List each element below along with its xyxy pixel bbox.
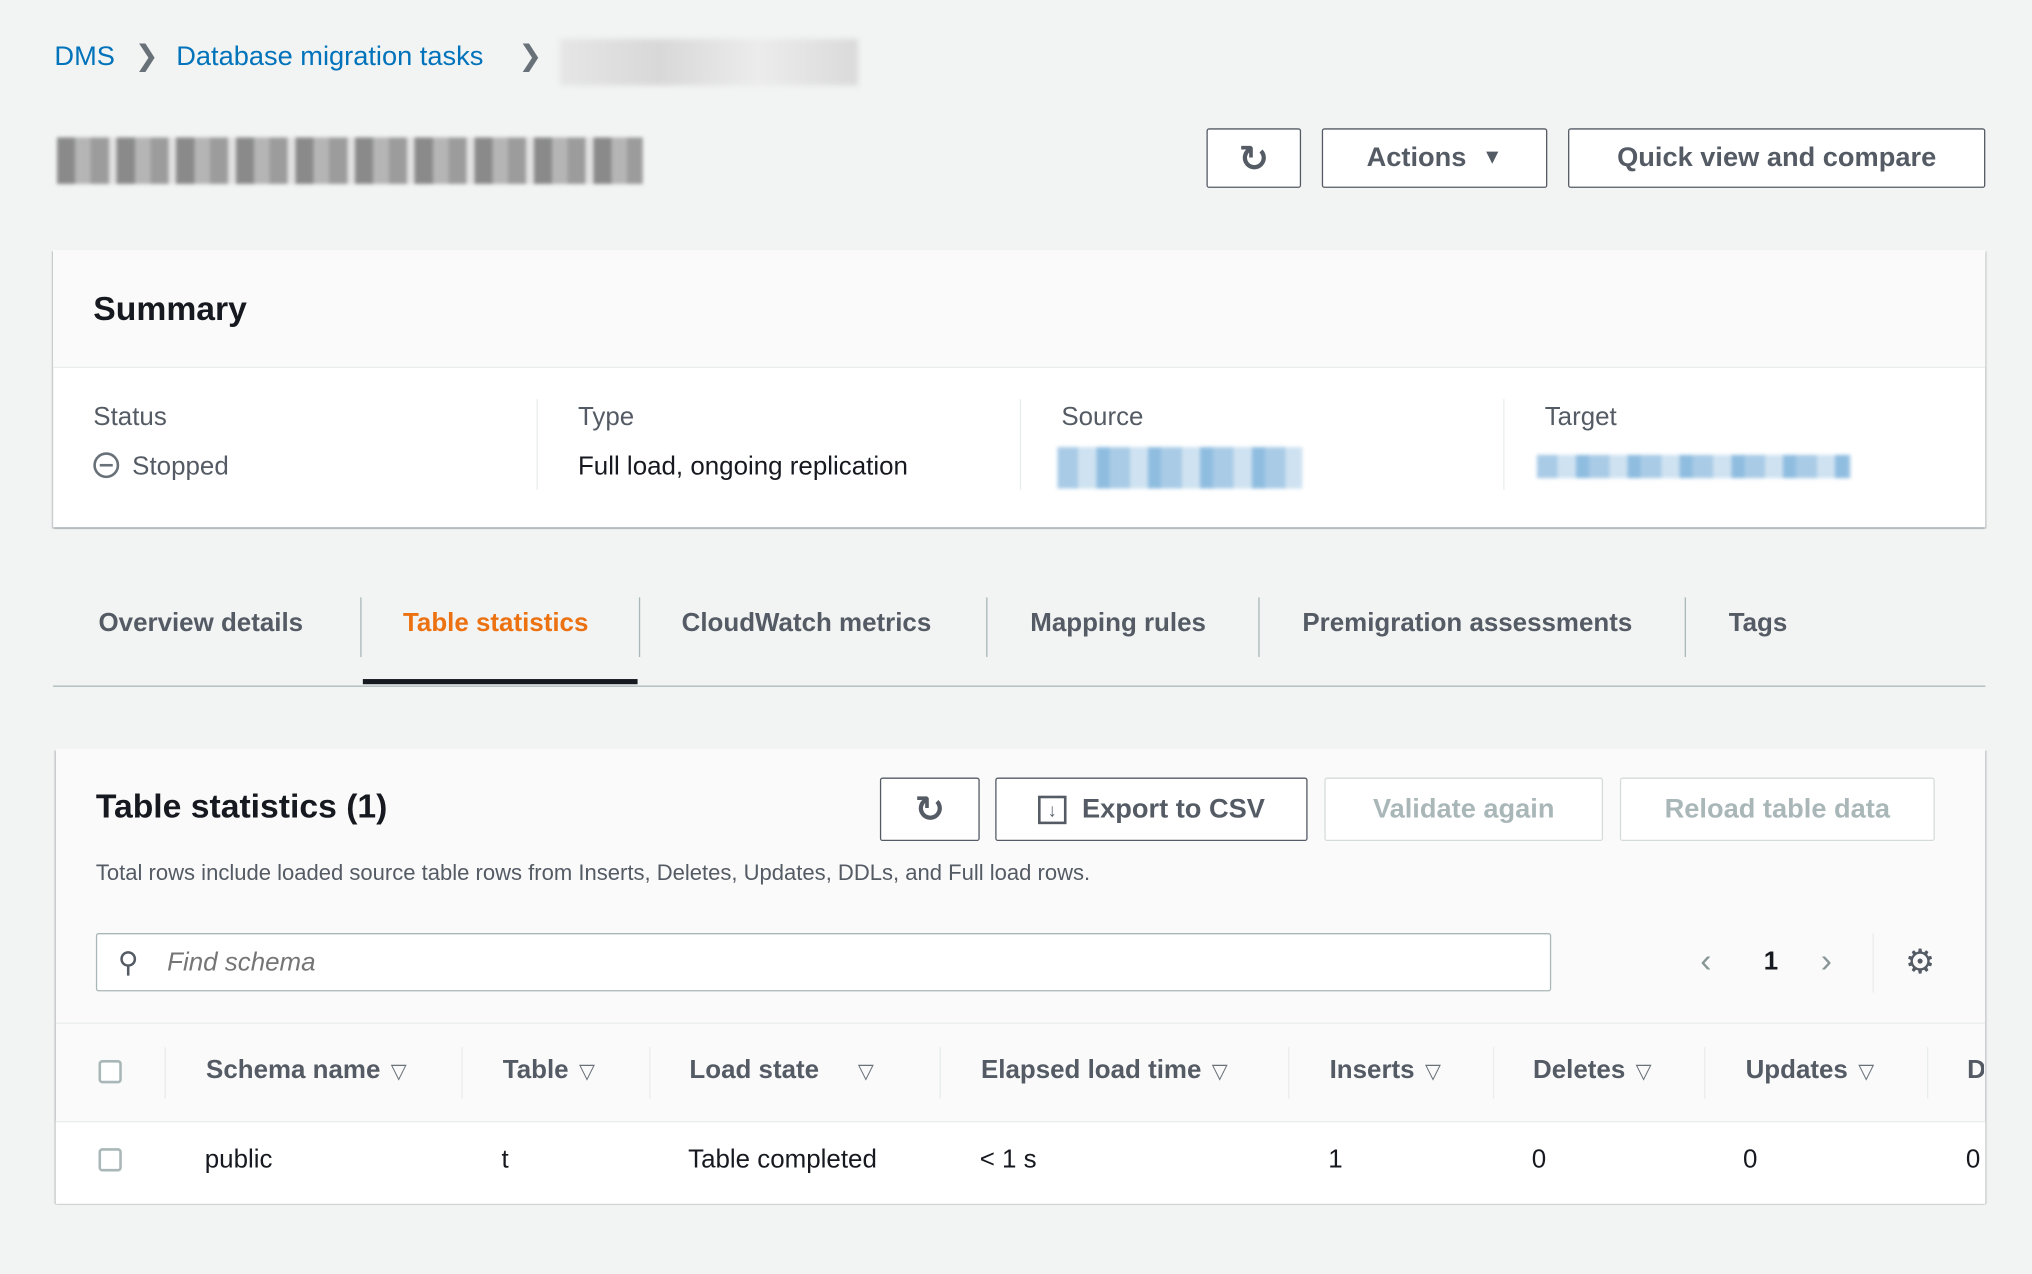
column-header-updates[interactable]: Updates ▽ (1746, 1056, 1875, 1086)
source-value-redacted[interactable] (1057, 447, 1303, 489)
table-description: Total rows include loaded source table r… (95, 860, 1091, 886)
cell-elapsed: < 1 s (979, 1145, 1037, 1175)
cell-updates: 0 (1742, 1145, 1758, 1175)
breadcrumb-current-redacted (559, 38, 858, 86)
table-statistics-title: Table statistics (1) (95, 786, 388, 826)
column-label: Elapsed load time (980, 1056, 1202, 1085)
column-header-deletes[interactable]: Deletes ▽ (1533, 1056, 1652, 1086)
cell-load-state: Table completed (688, 1145, 877, 1175)
find-schema-search[interactable]: ⚲ (95, 933, 1552, 992)
breadcrumb-dms[interactable]: DMS (54, 41, 115, 72)
status-label: Status (93, 403, 167, 432)
sort-icon: ▽ (390, 1061, 407, 1084)
cell-ddls: 0 (1965, 1145, 1981, 1175)
column-header-schema-name[interactable]: Schema name ▽ (206, 1056, 407, 1086)
type-value: Full load, ongoing replication (577, 452, 908, 481)
validate-again-button[interactable]: Validate again (1324, 777, 1604, 842)
stopped-icon (93, 452, 120, 479)
sort-icon: ▽ (1424, 1061, 1441, 1084)
summary-panel: Summary Status Stopped Type Full load, o… (53, 250, 1986, 528)
column-label: Load state (689, 1056, 820, 1085)
refresh-button[interactable]: ↻ (1206, 128, 1302, 188)
cell-deletes: 0 (1531, 1145, 1547, 1175)
row-checkbox[interactable] (98, 1148, 122, 1172)
target-label: Target (1544, 403, 1617, 432)
settings-gear-icon[interactable]: ⚙ (1904, 942, 1936, 981)
target-value-redacted[interactable] (1536, 454, 1851, 479)
type-label: Type (577, 403, 635, 432)
quick-view-label: Quick view and compare (1617, 142, 1937, 173)
validate-label: Validate again (1372, 793, 1555, 824)
export-csv-button[interactable]: ↓ Export to CSV (995, 777, 1308, 842)
search-icon: ⚲ (117, 946, 139, 979)
active-tab-indicator (362, 679, 638, 685)
column-header-inserts[interactable]: Inserts ▽ (1330, 1056, 1441, 1086)
column-header-load-state[interactable]: Load state ▽ (689, 1056, 873, 1086)
column-label: Table (502, 1056, 569, 1085)
breadcrumb-migration-tasks[interactable]: Database migration tasks (176, 41, 484, 72)
column-label: Deletes (1533, 1056, 1626, 1085)
tab-cloudwatch-metrics[interactable]: CloudWatch metrics (681, 609, 932, 638)
column-header-ddls-truncated[interactable]: D (1967, 1056, 1984, 1085)
current-page[interactable]: 1 (1763, 947, 1779, 976)
actions-button[interactable]: Actions ▼ (1321, 128, 1548, 188)
status-value: Stopped (132, 452, 229, 481)
sort-icon: ▽ (578, 1061, 595, 1084)
column-header-elapsed-load-time[interactable]: Elapsed load time ▽ (981, 1056, 1228, 1086)
tab-table-statistics[interactable]: Table statistics (403, 609, 589, 638)
sort-icon: ▽ (857, 1061, 874, 1084)
summary-title: Summary (93, 288, 247, 328)
cell-inserts: 1 (1328, 1145, 1343, 1175)
cell-schema: public (204, 1145, 273, 1175)
export-label: Export to CSV (1081, 793, 1265, 824)
search-input[interactable] (164, 942, 1531, 984)
sort-icon: ▽ (1211, 1061, 1228, 1084)
quick-view-compare-button[interactable]: Quick view and compare (1568, 128, 1986, 188)
column-header-table[interactable]: Table ▽ (503, 1056, 595, 1086)
actions-label: Actions (1366, 142, 1467, 173)
cell-table: t (501, 1145, 509, 1175)
previous-page-icon[interactable]: ‹ (1700, 940, 1712, 980)
page-title-redacted (57, 137, 643, 185)
tab-tags[interactable]: Tags (1728, 609, 1788, 638)
tab-mapping-rules[interactable]: Mapping rules (1030, 609, 1206, 638)
tab-premigration-assessments[interactable]: Premigration assessments (1302, 609, 1633, 638)
column-label: Inserts (1329, 1056, 1415, 1085)
download-icon: ↓ (1037, 795, 1067, 824)
tab-overview-details[interactable]: Overview details (98, 609, 304, 638)
refresh-table-button[interactable]: ↻ (879, 777, 980, 842)
caret-down-icon: ▼ (1481, 146, 1503, 169)
select-all-checkbox[interactable] (98, 1060, 122, 1084)
column-label: Updates (1745, 1056, 1848, 1085)
reload-label: Reload table data (1664, 793, 1890, 824)
chevron-right-icon: ❯ (518, 38, 543, 72)
sort-icon: ▽ (1635, 1061, 1652, 1084)
source-label: Source (1061, 403, 1144, 432)
next-page-icon[interactable]: › (1820, 940, 1832, 980)
refresh-icon: ↻ (914, 789, 946, 830)
refresh-icon: ↻ (1238, 138, 1269, 179)
sort-icon: ▽ (1858, 1061, 1875, 1084)
chevron-right-icon: ❯ (134, 38, 159, 72)
column-label: Schema name (206, 1056, 381, 1085)
reload-table-data-button[interactable]: Reload table data (1619, 777, 1935, 842)
